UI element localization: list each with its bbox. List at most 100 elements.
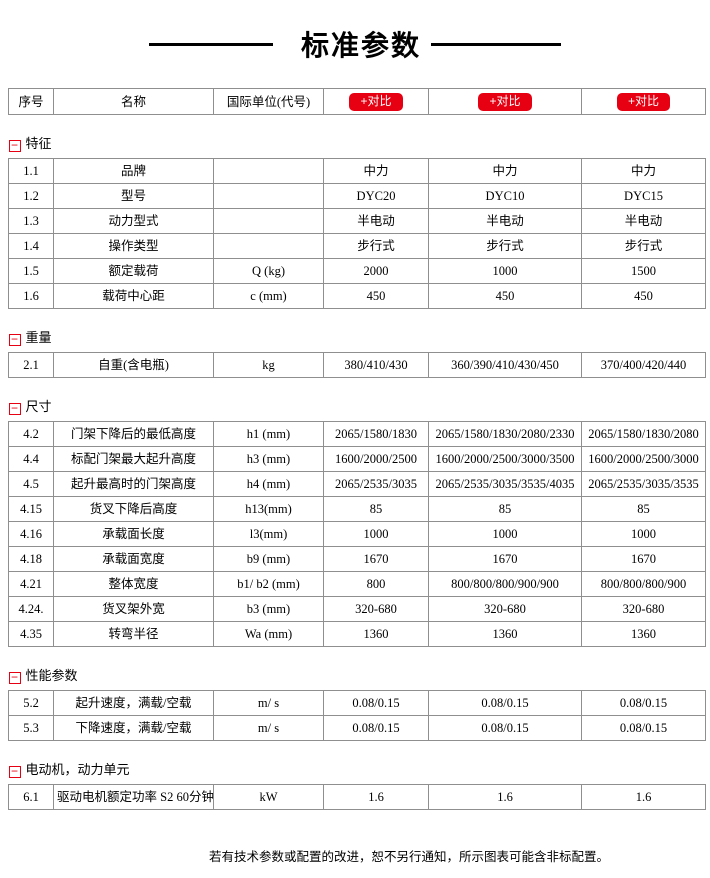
collapse-minus-icon[interactable] bbox=[8, 334, 21, 346]
table-row: 4.18 承载面宽度 b9 (mm) 1670 1670 1670 bbox=[8, 546, 706, 572]
header-compare-cell-3: +对比 bbox=[581, 88, 706, 115]
row-no: 1.3 bbox=[8, 208, 54, 234]
unit: h4 (mm) bbox=[213, 471, 324, 497]
value-2: 0.08/0.15 bbox=[428, 715, 582, 741]
param-name: 型号 bbox=[53, 183, 214, 209]
unit bbox=[213, 183, 324, 209]
value-1: 中力 bbox=[323, 158, 429, 184]
table-row: 1.3 动力型式 半电动 半电动 半电动 bbox=[8, 208, 706, 234]
unit: h3 (mm) bbox=[213, 446, 324, 472]
value-1: DYC20 bbox=[323, 183, 429, 209]
section-title: 特征 bbox=[25, 136, 52, 151]
table-row: 5.3 下降速度，满载/空载 m/ s 0.08/0.15 0.08/0.15 0.08/… bbox=[8, 715, 706, 741]
header-col-name: 名称 bbox=[53, 88, 214, 115]
unit: h13(mm) bbox=[213, 496, 324, 522]
header-col-unit: 国际单位(代号) bbox=[213, 88, 324, 115]
unit bbox=[213, 158, 324, 184]
param-name: 下降速度，满载/空载 bbox=[53, 715, 214, 741]
param-name: 起升速度，满载/空载 bbox=[53, 690, 214, 716]
collapse-minus-icon[interactable] bbox=[8, 140, 21, 152]
section-title: 重量 bbox=[25, 330, 52, 345]
unit: l3(mm) bbox=[213, 521, 324, 547]
value-3: 320-680 bbox=[581, 596, 706, 622]
param-name: 货叉下降后高度 bbox=[53, 496, 214, 522]
value-2: 1600/2000/2500/3000/3500 bbox=[428, 446, 582, 472]
row-no: 4.21 bbox=[8, 571, 54, 597]
row-no: 4.5 bbox=[8, 471, 54, 497]
row-no: 2.1 bbox=[8, 352, 54, 378]
value-3: 0.08/0.15 bbox=[581, 715, 706, 741]
table-row: 5.2 起升速度，满载/空载 m/ s 0.08/0.15 0.08/0.15 0.08/… bbox=[8, 690, 706, 716]
collapse-minus-icon[interactable] bbox=[8, 766, 21, 778]
row-no: 5.3 bbox=[8, 715, 54, 741]
value-3: 1500 bbox=[581, 258, 706, 284]
value-2: 320-680 bbox=[428, 596, 582, 622]
section-header-cell: 性能参数 bbox=[8, 646, 706, 691]
value-3: 1000 bbox=[581, 521, 706, 547]
section-row: 电动机，动力单元 bbox=[8, 740, 706, 785]
section-row: 特征 bbox=[8, 114, 706, 159]
table-row: 4.2 门架下降后的最低高度 h1 (mm) 2065/1580/1830 2065/1… bbox=[8, 421, 706, 447]
value-3: 0.08/0.15 bbox=[581, 690, 706, 716]
header-compare-cell-2: +对比 bbox=[428, 88, 582, 115]
row-no: 5.2 bbox=[8, 690, 54, 716]
value-2: 1000 bbox=[428, 258, 582, 284]
collapse-minus-icon[interactable] bbox=[8, 403, 21, 415]
param-name: 品牌 bbox=[53, 158, 214, 184]
value-1: 1.6 bbox=[323, 784, 429, 810]
value-3: 370/400/420/440 bbox=[581, 352, 706, 378]
param-name: 操作类型 bbox=[53, 233, 214, 259]
unit: kg bbox=[213, 352, 324, 378]
unit: m/ s bbox=[213, 715, 324, 741]
param-name: 货叉架外宽 bbox=[53, 596, 214, 622]
page-title-block: 标准参数 bbox=[0, 24, 710, 64]
value-2: 0.08/0.15 bbox=[428, 690, 582, 716]
value-1: 半电动 bbox=[323, 208, 429, 234]
value-1: 0.08/0.15 bbox=[323, 690, 429, 716]
row-no: 4.2 bbox=[8, 421, 54, 447]
section-row: 性能参数 bbox=[8, 646, 706, 691]
value-1: 2065/2535/3035 bbox=[323, 471, 429, 497]
param-name: 整体宽度 bbox=[53, 571, 214, 597]
value-1: 320-680 bbox=[323, 596, 429, 622]
row-no: 1.1 bbox=[8, 158, 54, 184]
title-rule-left bbox=[148, 42, 273, 46]
compare-button-1[interactable]: +对比 bbox=[349, 93, 403, 111]
value-2: 步行式 bbox=[428, 233, 582, 259]
value-2: 1.6 bbox=[428, 784, 582, 810]
title-rule-right bbox=[431, 42, 561, 46]
value-2: 中力 bbox=[428, 158, 582, 184]
value-3: 1670 bbox=[581, 546, 706, 572]
table-row: 4.5 起升最高时的门架高度 h4 (mm) 2065/2535/3035 2065/2… bbox=[8, 471, 706, 497]
collapse-minus-icon[interactable] bbox=[8, 672, 21, 684]
header-col-no: 序号 bbox=[8, 88, 54, 115]
value-1: 2065/1580/1830 bbox=[323, 421, 429, 447]
section-title: 尺寸 bbox=[25, 399, 52, 414]
section-header-cell: 电动机，动力单元 bbox=[8, 740, 706, 785]
compare-button-3[interactable]: +对比 bbox=[616, 93, 670, 111]
unit bbox=[213, 233, 324, 259]
section-header-cell: 重量 bbox=[8, 308, 706, 353]
table-row: 1.1 品牌 中力 中力 中力 bbox=[8, 158, 706, 184]
table-header-row: 序号 名称 国际单位(代号) +对比 +对比 +对比 bbox=[8, 88, 706, 115]
value-1: 1000 bbox=[323, 521, 429, 547]
param-name: 承载面宽度 bbox=[53, 546, 214, 572]
row-no: 4.18 bbox=[8, 546, 54, 572]
section-title: 性能参数 bbox=[25, 668, 78, 683]
value-2: 450 bbox=[428, 283, 582, 309]
param-name: 动力型式 bbox=[53, 208, 214, 234]
value-3: 85 bbox=[581, 496, 706, 522]
compare-button-2[interactable]: +对比 bbox=[478, 93, 532, 111]
value-2: 85 bbox=[428, 496, 582, 522]
section-header-cell: 尺寸 bbox=[8, 377, 706, 422]
value-3: 中力 bbox=[581, 158, 706, 184]
value-3: 步行式 bbox=[581, 233, 706, 259]
row-no: 4.24. bbox=[8, 596, 54, 622]
value-2: 800/800/800/900/900 bbox=[428, 571, 582, 597]
row-no: 4.35 bbox=[8, 621, 54, 647]
param-name: 标配门架最大起升高度 bbox=[53, 446, 214, 472]
param-name: 门架下降后的最低高度 bbox=[53, 421, 214, 447]
value-3: 1600/2000/2500/3000 bbox=[581, 446, 706, 472]
section-row: 尺寸 bbox=[8, 377, 706, 422]
section-header-cell: 特征 bbox=[8, 114, 706, 159]
